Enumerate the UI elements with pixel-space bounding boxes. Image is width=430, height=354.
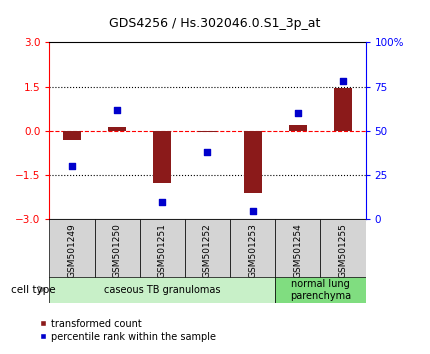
- Bar: [198, 131, 216, 132]
- Text: GSM501250: GSM501250: [113, 224, 122, 279]
- Bar: [320, 219, 366, 278]
- Bar: [230, 219, 275, 278]
- Bar: [49, 277, 275, 303]
- Point: [339, 79, 346, 84]
- Point: [114, 107, 120, 113]
- Text: GSM501251: GSM501251: [158, 224, 167, 279]
- Bar: [334, 88, 352, 131]
- Text: caseous TB granulomas: caseous TB granulomas: [104, 285, 221, 295]
- Bar: [275, 277, 366, 303]
- Point: [204, 149, 211, 155]
- Bar: [243, 131, 261, 193]
- Bar: [289, 125, 307, 131]
- Bar: [63, 131, 81, 140]
- Text: GSM501249: GSM501249: [68, 224, 77, 278]
- Point: [249, 208, 256, 213]
- Bar: [49, 219, 95, 278]
- Bar: [108, 127, 126, 131]
- Bar: [95, 219, 140, 278]
- Bar: [275, 219, 320, 278]
- Text: cell type: cell type: [11, 285, 55, 295]
- Text: GSM501254: GSM501254: [293, 224, 302, 278]
- Bar: [154, 131, 171, 183]
- Point: [294, 110, 301, 116]
- Point: [159, 199, 166, 205]
- Point: [69, 164, 76, 169]
- Bar: [185, 219, 230, 278]
- Bar: [140, 219, 185, 278]
- Text: normal lung
parenchyma: normal lung parenchyma: [290, 279, 351, 301]
- Legend: transformed count, percentile rank within the sample: transformed count, percentile rank withi…: [35, 315, 221, 346]
- Text: GSM501255: GSM501255: [338, 224, 347, 279]
- Text: GSM501253: GSM501253: [248, 224, 257, 279]
- Text: GDS4256 / Hs.302046.0.S1_3p_at: GDS4256 / Hs.302046.0.S1_3p_at: [109, 17, 321, 30]
- Text: GSM501252: GSM501252: [203, 224, 212, 278]
